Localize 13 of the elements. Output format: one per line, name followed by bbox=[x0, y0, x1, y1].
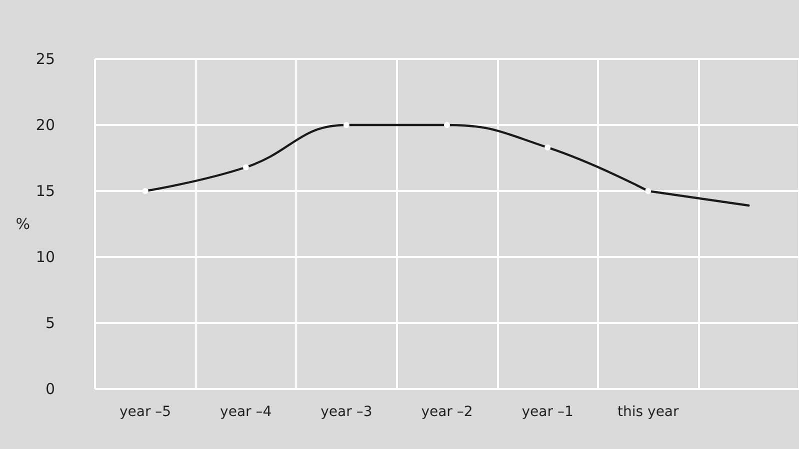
x-tick-label: year –2 bbox=[421, 404, 473, 420]
y-tick-label: 10 bbox=[36, 248, 55, 266]
y-tick-label: 25 bbox=[36, 50, 55, 68]
x-tick-label: year –5 bbox=[119, 404, 172, 420]
y-tick-label: 0 bbox=[45, 380, 55, 398]
y-tick-label: 15 bbox=[36, 182, 55, 200]
y-tick-label: 20 bbox=[36, 116, 55, 134]
y-axis-title: % bbox=[16, 215, 30, 233]
x-tick-label: year –1 bbox=[522, 404, 574, 420]
x-tick-label: this year bbox=[618, 404, 679, 420]
x-tick-label: year –3 bbox=[320, 404, 372, 420]
x-tick-label: year –4 bbox=[220, 404, 272, 420]
y-tick-label: 5 bbox=[45, 314, 55, 332]
